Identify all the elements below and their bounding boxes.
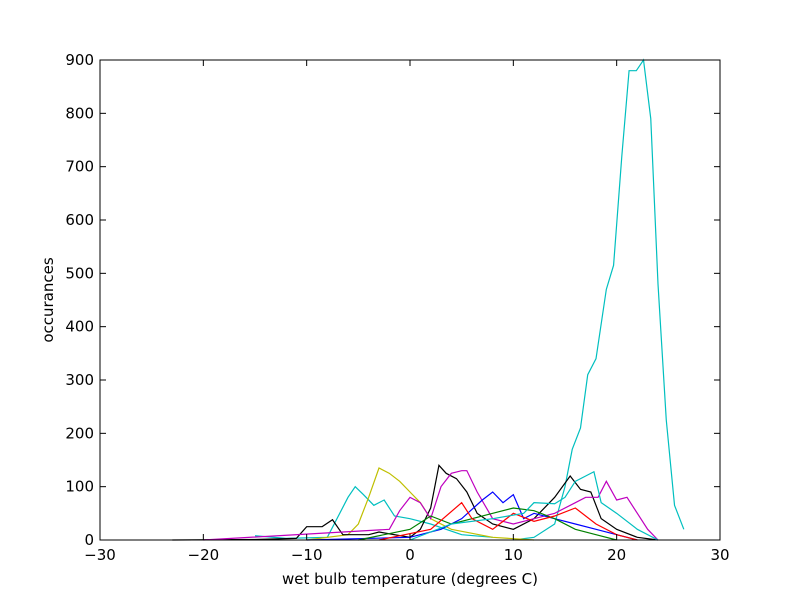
line-series: [172, 464, 659, 541]
y-tick-label: 400: [65, 318, 94, 336]
line-series: [306, 467, 535, 541]
line-series: [513, 58, 685, 541]
line-series: [409, 470, 659, 541]
x-tick-label: −30: [84, 546, 116, 564]
x-tick-label: −20: [188, 546, 220, 564]
y-tick-label: 700: [65, 158, 94, 176]
x-tick-label: 10: [504, 546, 523, 564]
y-tick-label: 900: [65, 51, 94, 69]
line-series: [378, 501, 638, 541]
y-tick-label: 600: [65, 211, 94, 229]
y-tick-label: 800: [65, 104, 94, 122]
x-tick-label: 30: [710, 546, 729, 564]
line-series: [358, 507, 617, 541]
x-tick-label: −10: [291, 546, 323, 564]
x-axis-label: wet bulb temperature (degrees C): [282, 570, 538, 588]
x-tick-label: 20: [607, 546, 626, 564]
y-tick-label: 100: [65, 478, 94, 496]
y-tick-label: 0: [84, 531, 94, 549]
y-tick-label: 500: [65, 264, 94, 282]
y-tick-label: 200: [65, 424, 94, 442]
y-tick-label: 300: [65, 371, 94, 389]
x-tick-label: 0: [405, 546, 415, 564]
y-axis-label: occurances: [39, 257, 57, 343]
